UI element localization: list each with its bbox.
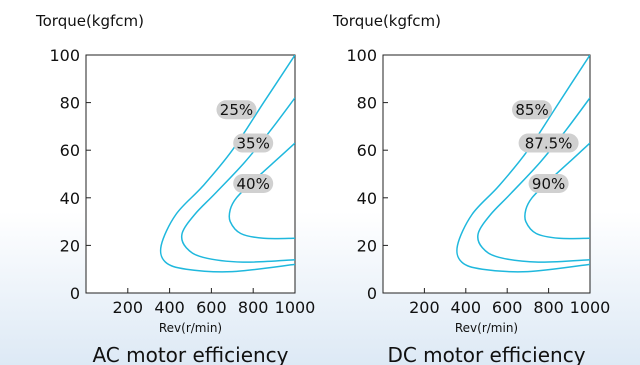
- efficiency-label-text: 85%: [515, 101, 548, 119]
- x-tick-label: 400: [451, 298, 482, 317]
- efficiency-label-text: 87.5%: [525, 135, 573, 153]
- x-axis-label: Rev(r/min): [159, 321, 222, 335]
- x-tick-label: 1000: [275, 298, 316, 317]
- label-pill: [528, 174, 569, 194]
- y-tick-label: 40: [60, 189, 80, 208]
- efficiency-curve: [159, 55, 295, 273]
- efficiency-label: 25%: [216, 100, 257, 120]
- y-tick-label: 100: [49, 46, 80, 65]
- x-tick-label: 200: [113, 298, 144, 317]
- x-tick-label: 800: [533, 298, 564, 317]
- efficiency-label: 87.5%: [518, 133, 579, 153]
- x-tick-label: 600: [492, 298, 523, 317]
- label-pill: [512, 100, 553, 120]
- efficiency-label: 90%: [528, 174, 569, 194]
- plot-frame: [85, 54, 296, 294]
- efficiency-label-text: 90%: [532, 175, 565, 193]
- y-tick-label: 0: [70, 284, 80, 303]
- efficiency-curve: [456, 55, 590, 273]
- x-axis-label: Rev(r/min): [455, 321, 518, 335]
- efficiency-label: 35%: [233, 133, 274, 153]
- x-tick-label: 1000: [570, 298, 611, 317]
- y-tick-label: 80: [60, 94, 80, 113]
- y-tick-label: 40: [357, 189, 377, 208]
- efficiency-label-text: 25%: [220, 101, 253, 119]
- label-pill: [216, 100, 257, 120]
- y-tick-label: 80: [357, 94, 377, 113]
- x-tick-label: 600: [196, 298, 227, 317]
- efficiency-label-text: 40%: [237, 175, 270, 193]
- x-tick-label: 800: [238, 298, 269, 317]
- y-tick-label: 60: [357, 141, 377, 160]
- y-tick-label: 60: [60, 141, 80, 160]
- chart-title: AC motor efficiency: [92, 343, 288, 365]
- chart-title: DC motor efficiency: [387, 343, 585, 365]
- y-tick-label: 20: [60, 236, 80, 255]
- efficiency-curve: [228, 142, 295, 240]
- efficiency-label-text: 35%: [237, 135, 270, 153]
- plot-frame: [382, 54, 591, 294]
- x-tick-label: 400: [154, 298, 185, 317]
- y-tick-label: 0: [367, 284, 377, 303]
- y-tick-label: 100: [346, 46, 377, 65]
- y-tick-label: 20: [357, 236, 377, 255]
- efficiency-curve: [524, 142, 590, 240]
- label-pill: [518, 133, 579, 153]
- x-tick-label: 200: [409, 298, 440, 317]
- efficiency-label: 85%: [512, 100, 553, 120]
- efficiency-label: 40%: [233, 174, 274, 194]
- y-axis-label: Torque(kgfcm): [35, 12, 144, 30]
- label-pill: [233, 174, 274, 194]
- y-axis-label: Torque(kgfcm): [332, 12, 441, 30]
- label-pill: [233, 133, 274, 153]
